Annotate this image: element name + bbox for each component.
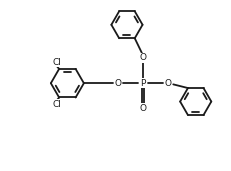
Text: O: O xyxy=(114,79,121,88)
Text: Cl: Cl xyxy=(52,57,61,67)
Text: O: O xyxy=(140,104,146,113)
Text: O: O xyxy=(140,54,146,62)
Text: O: O xyxy=(165,79,172,88)
Text: Cl: Cl xyxy=(52,100,61,109)
Text: P: P xyxy=(140,79,146,88)
